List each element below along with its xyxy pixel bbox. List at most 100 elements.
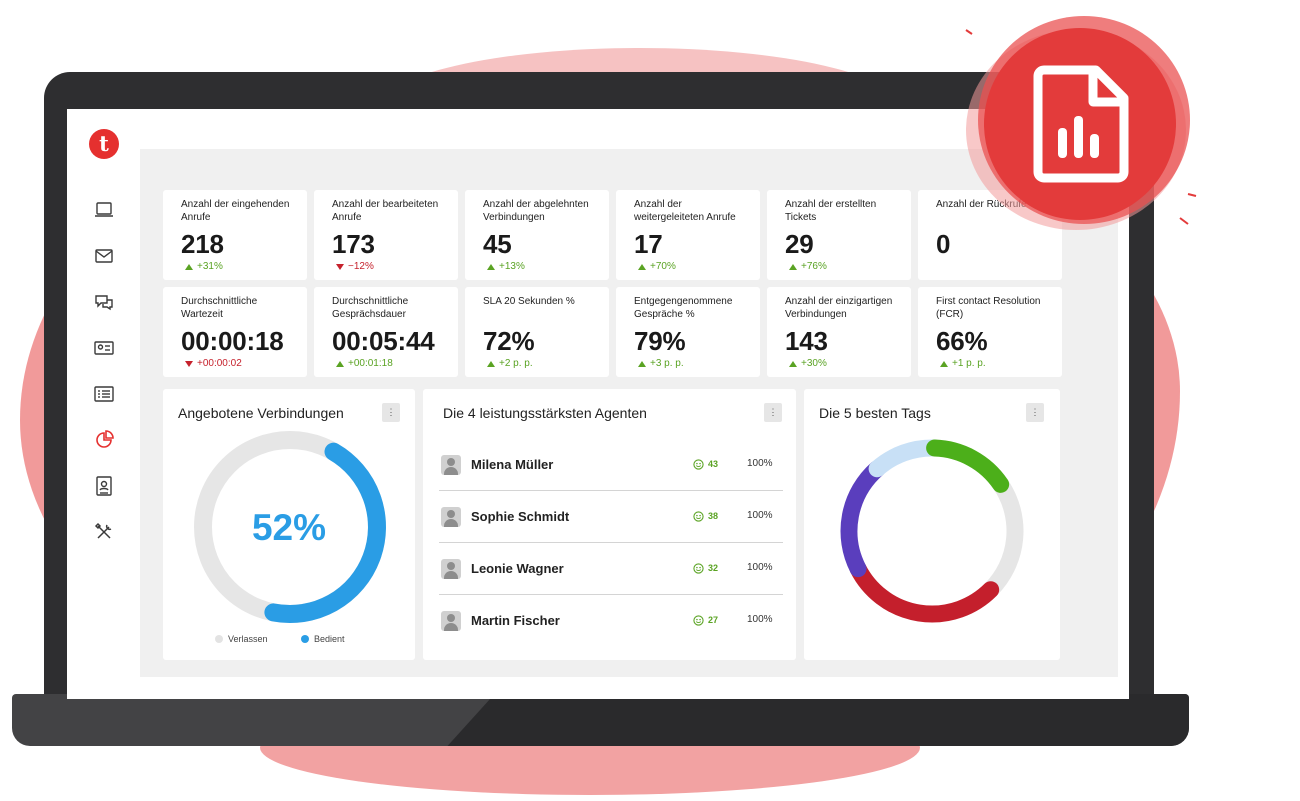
kpi-card: Durchschnittliche Wartezeit 00:00:18 +00:0… [163, 287, 307, 377]
tags-panel-title: Die 5 besten Tags [819, 405, 931, 421]
agent-percent: 100% [747, 458, 773, 469]
agents-panel: Die 4 leistungsstärksten Agenten ⋮ Milen… [423, 389, 796, 660]
kpi-delta-value: +00:01:18 [348, 358, 393, 369]
kpi-label: Durchschnittliche Gesprächsdauer [332, 296, 409, 320]
kpi-delta-value: +3 p. p. [650, 358, 684, 369]
agents-panel-menu-button[interactable]: ⋮ [764, 403, 782, 422]
kpi-delta: +30% [785, 358, 899, 369]
tag-donut-segment[interactable] [868, 439, 944, 478]
trend-up-icon [789, 360, 797, 367]
tag-donut-segment[interactable] [926, 439, 1010, 493]
legend-item-served: Bedient [301, 634, 345, 644]
kpi-delta-value: +2 p. p. [499, 358, 533, 369]
connections-panel-menu-button[interactable]: ⋮ [382, 403, 400, 422]
trend-up-icon [487, 360, 495, 367]
kpi-delta-value: +70% [650, 261, 676, 272]
agent-name: Leonie Wagner [471, 561, 564, 576]
agent-score: 43 [708, 459, 719, 469]
kpi-delta: +2 p. p. [483, 358, 597, 369]
connections-panel-title: Angebotene Verbindungen [178, 405, 344, 421]
laptop-screen: t Anzahl der eingehenden Anrufe 218 +31% An… [67, 109, 1129, 699]
kpi-card: Anzahl der eingehenden Anrufe 218 +31% [163, 190, 307, 280]
kpi-delta-value: +31% [197, 261, 223, 272]
kpi-delta-value: −12% [348, 261, 374, 272]
kpi-value: 29 [785, 229, 814, 259]
kpi-label: Anzahl der bearbeiteten Anrufe [332, 199, 439, 223]
kpi-delta-value: +30% [801, 358, 827, 369]
connections-percent: 52% [251, 507, 327, 548]
agent-row[interactable]: Leonie Wagner 32 100% [439, 543, 783, 595]
kpi-card: Anzahl der einzigartigen Verbindungen 143… [767, 287, 911, 377]
sidebar: t [67, 109, 139, 699]
kpi-value: 17 [634, 229, 663, 259]
agent-row[interactable]: Martin Fischer 27 100% [439, 595, 783, 647]
kpi-label: SLA 20 Sekunden % [483, 296, 575, 307]
kpi-card: Anzahl der erstellten Tickets 29 +76% [767, 190, 911, 280]
kpi-delta-value: +76% [801, 261, 827, 272]
connections-donut-served-arc [264, 442, 386, 623]
kpi-label: Entgegengenommene Gespräche % [634, 296, 733, 320]
kpi-card: Entgegengenommene Gespräche % 79% +3 p. p. [616, 287, 760, 377]
kpi-label: Anzahl der weitergeleiteten Anrufe [634, 199, 736, 223]
kpi-value: 72% [483, 326, 535, 356]
mail-icon[interactable] [93, 245, 115, 267]
kpi-value: 173 [332, 229, 375, 259]
kpi-value: 143 [785, 326, 828, 356]
smiley-icon [693, 563, 704, 574]
trend-down-icon [336, 263, 344, 270]
kpi-card: First contact Resolution (FCR) 66% +1 p. p… [918, 287, 1062, 377]
tag-donut-segment[interactable] [840, 460, 886, 578]
trend-up-icon [940, 360, 948, 367]
tags-panel-menu-button[interactable]: ⋮ [1026, 403, 1044, 422]
agent-score: 27 [708, 615, 719, 625]
kpi-card: Durchschnittliche Gesprächsdauer 00:05:44… [314, 287, 458, 377]
kpi-delta: +13% [483, 261, 597, 272]
kpi-delta: +00:00:02 [181, 358, 295, 369]
kpi-card: Anzahl der weitergeleiteten Anrufe 17 +70% [616, 190, 760, 280]
tools-icon[interactable] [93, 521, 115, 543]
tag-donut-segment[interactable] [982, 475, 1024, 599]
kpi-label: Anzahl der Rückrufe [936, 199, 1027, 210]
kpi-delta: −12% [332, 261, 446, 272]
legend-item-abandoned: Verlassen [215, 634, 268, 644]
avatar [441, 455, 461, 475]
avatar [441, 507, 461, 527]
kpi-value: 0 [936, 229, 951, 259]
agent-row[interactable]: Milena Müller 43 100% [439, 439, 783, 491]
kpi-value: 218 [181, 229, 224, 259]
agent-name: Milena Müller [471, 457, 554, 472]
kpi-delta: +76% [785, 261, 899, 272]
tags-donut-chart [840, 439, 1024, 623]
legend-dot-served [301, 635, 309, 643]
connections-panel: Angebotene Verbindungen ⋮ 52% Verlassen … [163, 389, 415, 660]
agent-percent: 100% [747, 614, 773, 625]
tag-donut-segment[interactable] [849, 560, 1000, 623]
list-icon[interactable] [93, 383, 115, 405]
address-book-icon[interactable] [93, 475, 115, 497]
kpi-value: 45 [483, 229, 512, 259]
kpi-card: SLA 20 Sekunden % 72% +2 p. p. [465, 287, 609, 377]
kpi-delta: +1 p. p. [936, 358, 1050, 369]
report-file-icon [1033, 65, 1129, 183]
kpi-delta-value: +00:00:02 [197, 358, 242, 369]
trend-up-icon [789, 263, 797, 270]
kpi-delta: +31% [181, 261, 295, 272]
avatar [441, 559, 461, 579]
chat-icon[interactable] [93, 291, 115, 313]
kpi-label: Anzahl der erstellten Tickets [785, 199, 877, 223]
analytics-pie-icon[interactable] [93, 429, 115, 451]
agent-percent: 100% [747, 510, 773, 521]
legend-label-abandoned: Verlassen [228, 634, 268, 644]
monitor-icon[interactable] [93, 199, 115, 221]
trend-up-icon [638, 360, 646, 367]
kpi-value: 00:00:18 [181, 326, 284, 356]
trend-up-icon [638, 263, 646, 270]
contact-card-icon[interactable] [93, 337, 115, 359]
kpi-value: 79% [634, 326, 686, 356]
legend-dot-abandoned [215, 635, 223, 643]
brand-logo[interactable]: t [89, 129, 119, 159]
agents-panel-title: Die 4 leistungsstärksten Agenten [443, 405, 647, 421]
report-badge [965, 16, 1197, 230]
agent-row[interactable]: Sophie Schmidt 38 100% [439, 491, 783, 543]
agent-name: Martin Fischer [471, 613, 560, 628]
